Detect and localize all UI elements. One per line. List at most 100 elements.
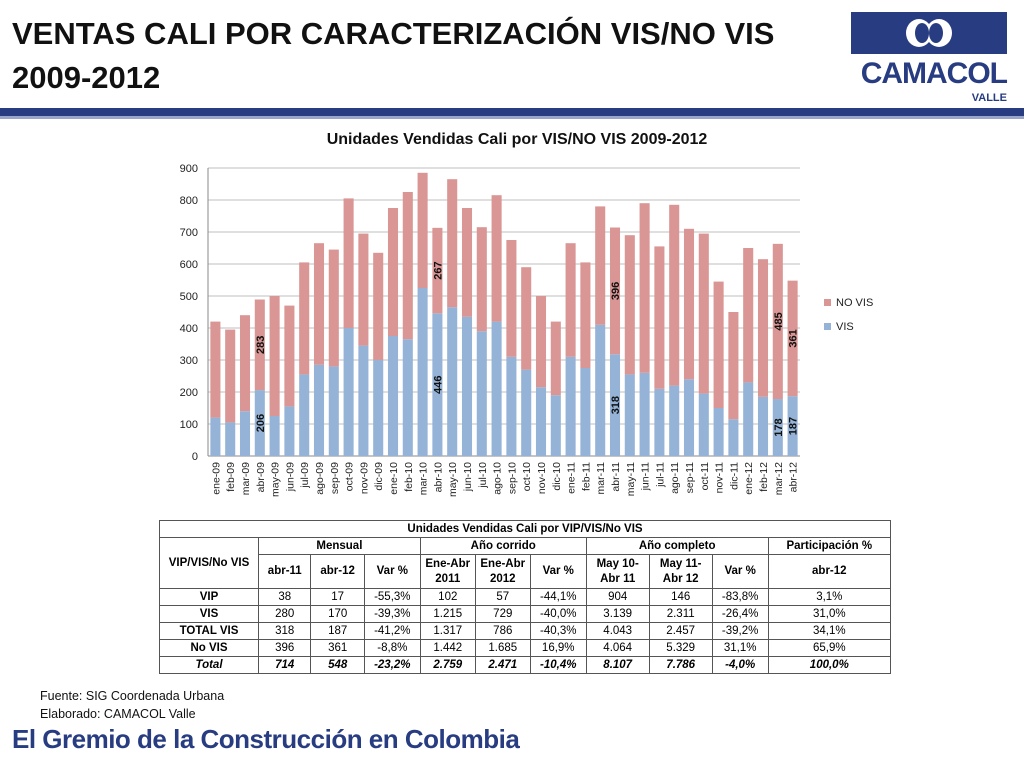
footer-slogan: El Gremio de la Construcción en Colombia xyxy=(12,724,520,754)
row-label: TOTAL VIS xyxy=(159,622,259,640)
table-cell: 146 xyxy=(648,588,713,606)
bar-vis xyxy=(609,354,621,456)
bar-vis xyxy=(743,382,754,456)
table-cell: 31,1% xyxy=(711,639,769,657)
x-tick-label: sep-09 xyxy=(329,462,341,494)
table-cell: -40,3% xyxy=(529,622,587,640)
total-label: Total xyxy=(159,656,259,674)
header-divider-light xyxy=(0,116,1024,119)
bar-vis xyxy=(269,416,280,456)
camacol-logo: CAMACOL VALLE xyxy=(851,12,1008,104)
col-header: abr-11 xyxy=(257,554,312,589)
table-cell: 102 xyxy=(419,588,476,606)
table-group-row: VIP/VIS/No VIS Mensual Año corrido Año c… xyxy=(159,537,892,589)
table-cell: 1.685 xyxy=(474,639,531,657)
bar-novis xyxy=(313,243,325,365)
bar-vis xyxy=(654,388,665,456)
x-tick-label: dic-11 xyxy=(728,462,740,490)
bar-vis xyxy=(639,372,650,456)
col-header: abr-12 xyxy=(310,554,365,589)
bar-novis xyxy=(757,259,769,397)
group-ano-corrido: Año corrido xyxy=(419,537,587,555)
bar-vis xyxy=(669,385,680,456)
bar-vis xyxy=(728,419,739,456)
col-header: May 11-Abr 12 xyxy=(648,554,713,589)
x-tick-label: may-10 xyxy=(447,462,459,497)
table-cell: 786 xyxy=(474,622,531,640)
total-cell: 100,0% xyxy=(767,656,892,674)
total-cell: 7.786 xyxy=(648,656,713,674)
col-header: Ene-Abr 2012 xyxy=(474,554,531,589)
logo-subtitle: VALLE xyxy=(971,92,1007,104)
table-cell: 1.442 xyxy=(419,639,476,657)
bar-vis xyxy=(698,393,709,456)
bar-novis xyxy=(358,233,369,346)
table-cell: -39,3% xyxy=(363,605,421,623)
x-tick-label: jul-10 xyxy=(477,462,489,489)
source-note: Fuente: SIG Coordenada Urbana Elaborado:… xyxy=(40,687,224,723)
col-header: Ene-Abr 2011 xyxy=(419,554,476,589)
y-tick-label: 900 xyxy=(180,163,198,175)
bar-novis xyxy=(728,312,739,420)
x-tick-label: abr-12 xyxy=(788,462,800,493)
bar-novis xyxy=(476,227,487,332)
x-tick-label: ago-10 xyxy=(492,462,504,495)
x-tick-label: abr-10 xyxy=(432,462,444,493)
data-label: 396 xyxy=(610,282,622,300)
stacked-bar-chart: 0 100 200 300 400 500 600 700 800 900 ene-09 feb-09… xyxy=(180,163,874,497)
col-header: abr-12 xyxy=(767,554,892,589)
table-cell: 1.215 xyxy=(419,605,476,623)
x-tick-label: oct-10 xyxy=(521,462,533,491)
table-cell: 16,9% xyxy=(529,639,587,657)
data-label: 267 xyxy=(432,261,444,279)
data-label: 187 xyxy=(788,417,800,435)
x-tick-label: abr-09 xyxy=(255,462,267,493)
table-cell: 170 xyxy=(310,605,365,623)
bar-vis xyxy=(535,387,547,456)
table-cell: 3.139 xyxy=(585,605,650,623)
x-tick-label: oct-11 xyxy=(699,462,711,491)
bar-novis xyxy=(683,228,695,380)
bar-novis xyxy=(713,281,724,408)
bar-novis xyxy=(432,227,443,314)
bar-vis xyxy=(417,288,428,456)
bar-vis xyxy=(328,366,339,456)
x-tick-label: may-11 xyxy=(625,462,637,496)
bar-novis xyxy=(609,227,621,355)
page-title: VENTAS CALI POR CARACTERIZACIÓN VIS/NO V… xyxy=(12,16,775,95)
table-cell: 4.043 xyxy=(585,622,650,640)
group-participacion: Participación % xyxy=(767,537,892,555)
x-tick-label: jun-10 xyxy=(462,462,474,492)
legend-swatch-novis xyxy=(824,299,831,306)
bar-novis xyxy=(654,246,665,389)
table-row: VIP 38 17 -55,3% 102 57 -44,1% 904 146 -83,8% 3,1% xyxy=(159,588,892,606)
bar-vis xyxy=(210,417,221,456)
bar-vis xyxy=(239,411,251,456)
logo-mark xyxy=(851,12,1007,54)
bar-vis xyxy=(580,368,591,456)
x-tick-label: dic-10 xyxy=(551,462,563,491)
table-title-row: Unidades Vendidas Cali por VIP/VIS/No VI… xyxy=(159,520,891,538)
data-label: 178 xyxy=(773,418,785,436)
col-header: Var % xyxy=(529,554,587,589)
group-ano-completo: Año completo xyxy=(585,537,769,555)
bar-novis xyxy=(373,252,384,360)
total-cell: 2.471 xyxy=(474,656,531,674)
table-cell: 187 xyxy=(310,622,365,640)
bar-vis xyxy=(757,396,769,456)
bar-novis xyxy=(417,172,428,288)
table-column-row: abr-11 abr-12 Var % Ene-Abr 2011 Ene-Abr… xyxy=(160,554,892,589)
y-tick-label: 700 xyxy=(180,227,198,239)
table-total-row: Total 714 548 -23,2% 2.759 2.471 -10,4% … xyxy=(159,656,892,674)
bar-vis xyxy=(476,331,487,456)
data-label: 446 xyxy=(432,375,444,393)
bar-vis xyxy=(402,339,413,456)
bar-vis xyxy=(358,345,369,456)
bar-novis xyxy=(772,243,783,400)
bar-novis xyxy=(461,208,473,317)
bar-novis xyxy=(225,329,236,423)
bar-novis xyxy=(565,243,576,357)
x-tick-label: mar-12 xyxy=(773,462,785,495)
bar-novis xyxy=(284,305,295,407)
data-label: 485 xyxy=(773,312,785,330)
